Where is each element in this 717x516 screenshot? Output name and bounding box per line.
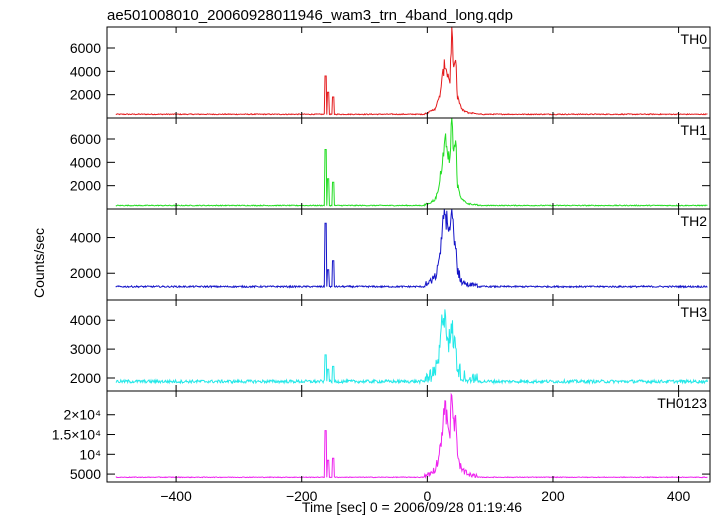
series-line-th0 — [115, 26, 708, 116]
x-tick-label: 0 — [423, 488, 431, 504]
y-tick-label: 4000 — [70, 154, 101, 170]
panel-frame — [106, 390, 711, 483]
panel-label: TH1 — [681, 122, 708, 138]
y-tick-label: 1.5×10⁴ — [52, 427, 101, 443]
panel-th3: 2000 3000 4000 TH3 — [70, 299, 711, 392]
x-tick-label: 400 — [667, 488, 691, 504]
y-tick-label: 4000 — [70, 312, 101, 328]
y-tick-label: 3000 — [70, 341, 101, 357]
y-tick-label: 6000 — [70, 131, 101, 147]
y-tick-label: 2000 — [70, 370, 101, 386]
series-line-th3 — [115, 309, 708, 386]
y-tick-label: 2×10⁴ — [63, 407, 101, 423]
y-axis-label: Counts/sec — [31, 228, 47, 298]
y-tick-label: 2000 — [70, 87, 101, 103]
panel-frame — [106, 26, 711, 119]
y-tick-label: 6000 — [70, 40, 101, 56]
panel-label: TH2 — [681, 213, 708, 229]
x-tick-label: 200 — [541, 488, 565, 504]
panel-frame — [106, 117, 711, 210]
y-tick-label: 5000 — [70, 466, 101, 482]
panel-th2: 2000 4000 TH2 — [70, 208, 711, 301]
y-tick-label: 10⁴ — [79, 446, 101, 462]
x-axis-label: Time [sec] 0 = 2006/09/28 01:19:46 — [302, 499, 522, 515]
y-tick-label: 2000 — [70, 178, 101, 194]
panel-label: TH0 — [681, 31, 708, 47]
series-line-th1 — [115, 117, 708, 207]
panel-th0123: 5000 10⁴ 1.5×10⁴ 2×10⁴ TH0123 — [52, 390, 711, 483]
panel-th0: 2000 4000 6000 TH0 — [70, 26, 711, 119]
x-tick-label: −200 — [286, 488, 318, 504]
panel-group: 200040006000TH0200040006000TH120004000TH… — [52, 26, 711, 504]
panel-label: TH3 — [681, 304, 708, 320]
panel-label: TH0123 — [657, 395, 707, 411]
chart-title: ae501008010_20060928011946_wam3_trn_4ban… — [107, 7, 513, 24]
y-tick-label: 4000 — [70, 63, 101, 79]
y-tick-label: 4000 — [70, 230, 101, 246]
x-tick-label: −400 — [160, 488, 192, 504]
series-line-th0123 — [115, 392, 708, 480]
panel-th1: 2000 4000 6000 TH1 — [70, 117, 711, 210]
y-tick-label: 2000 — [70, 265, 101, 281]
panel-frame — [106, 299, 711, 392]
series-line-th2 — [115, 208, 708, 289]
